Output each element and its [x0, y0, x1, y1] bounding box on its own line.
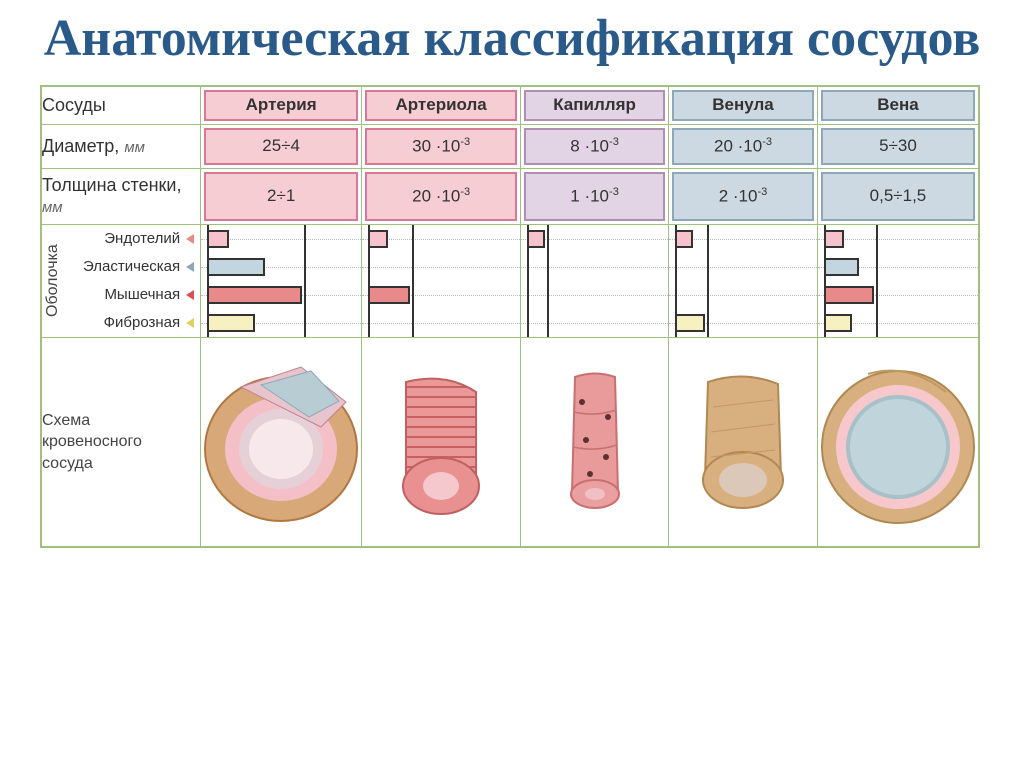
row-header-vessels: Сосуды: [41, 86, 201, 124]
triangle-icon: [186, 318, 194, 328]
val: 30 ·10-3: [412, 136, 470, 157]
artery-icon: [201, 357, 361, 527]
venule-icon: [683, 362, 803, 522]
bars-2: [521, 224, 669, 337]
vessel-arteriole: [362, 337, 521, 547]
unit: мм: [42, 199, 63, 216]
bar-2: [824, 286, 874, 304]
membrane-label: Оболочка: [42, 225, 70, 337]
layers-row: Оболочка Эндотелий Эластическая Мышечная…: [41, 224, 979, 337]
capillary-icon: [550, 362, 640, 522]
col-header-0: Артерия: [201, 86, 362, 124]
header-row: Сосуды Артерия Артериола Капилляр Венула…: [41, 86, 979, 124]
val: 2 ·10-3: [719, 186, 768, 207]
vessel-venule: [669, 337, 818, 547]
label: Диаметр,: [42, 136, 119, 156]
arteriole-icon: [376, 362, 506, 522]
val: 25÷4: [262, 136, 300, 156]
layer-name-1: Эластическая: [70, 253, 200, 281]
vein-icon: [818, 352, 978, 532]
thickness-4: 0,5÷1,5: [817, 168, 979, 224]
diameter-row: Диаметр, мм 25÷4 30 ·10-3 8 ·10-3 20 ·10…: [41, 124, 979, 168]
bar-0: [368, 230, 388, 248]
bar-1: [207, 258, 265, 276]
bar-2: [207, 286, 302, 304]
label: Толщина стенки,: [42, 175, 181, 195]
diameter-2: 8 ·10-3: [521, 124, 669, 168]
col-label: Вена: [821, 90, 975, 121]
row-header-diameter: Диаметр, мм: [41, 124, 201, 168]
diameter-4: 5÷30: [817, 124, 979, 168]
layer-name-0: Эндотелий: [70, 225, 200, 253]
col-label: Артериола: [365, 90, 517, 121]
col-header-4: Вена: [817, 86, 979, 124]
col-label: Капилляр: [524, 90, 665, 121]
val: 1 ·10-3: [570, 186, 619, 207]
classification-table: Сосуды Артерия Артериола Капилляр Венула…: [40, 85, 980, 548]
thickness-0: 2÷1: [201, 168, 362, 224]
bar-0: [824, 230, 844, 248]
col-label: Артерия: [204, 90, 358, 121]
layer-name-2: Мышечная: [70, 281, 200, 309]
vessel-vein: [817, 337, 979, 547]
thickness-row: Толщина стенки, мм 2÷1 20 ·10-3 1 ·10-3 …: [41, 168, 979, 224]
val: 8 ·10-3: [570, 136, 619, 157]
bar-0: [527, 230, 545, 248]
thickness-3: 2 ·10-3: [669, 168, 818, 224]
vessel-capillary: [521, 337, 669, 547]
bar-0: [675, 230, 693, 248]
bar-3: [824, 314, 852, 332]
val: 5÷30: [879, 136, 917, 156]
unit: мм: [124, 139, 145, 156]
thickness-2: 1 ·10-3: [521, 168, 669, 224]
label: Сосуды: [42, 95, 106, 115]
row-header-layers: Оболочка Эндотелий Эластическая Мышечная…: [41, 224, 201, 337]
bar-1: [824, 258, 859, 276]
bars-3: [669, 224, 818, 337]
bars-1: [362, 224, 521, 337]
row-header-thickness: Толщина стенки, мм: [41, 168, 201, 224]
bar-2: [368, 286, 410, 304]
val: 0,5÷1,5: [870, 186, 927, 206]
diameter-1: 30 ·10-3: [362, 124, 521, 168]
page-title: Анатомическая классификация сосудов: [0, 10, 1024, 67]
col-header-2: Капилляр: [521, 86, 669, 124]
triangle-icon: [186, 234, 194, 244]
row-header-scheme: Схемакровеносногососуда: [41, 337, 201, 547]
triangle-icon: [186, 262, 194, 272]
val: 20 ·10-3: [412, 186, 470, 207]
t: Эластическая: [83, 258, 180, 275]
bars-4: [817, 224, 979, 337]
t: Фиброзная: [104, 314, 181, 331]
triangle-icon: [186, 290, 194, 300]
col-label: Венула: [672, 90, 814, 121]
bars-0: [201, 224, 362, 337]
bar-3: [675, 314, 705, 332]
bar-0: [207, 230, 229, 248]
vessel-diagram-row: Схемакровеносногососуда: [41, 337, 979, 547]
val: 2÷1: [267, 186, 295, 206]
label: Схемакровеносногососуда: [42, 412, 142, 472]
thickness-1: 20 ·10-3: [362, 168, 521, 224]
val: 20 ·10-3: [714, 136, 772, 157]
diameter-0: 25÷4: [201, 124, 362, 168]
col-header-3: Венула: [669, 86, 818, 124]
layer-name-3: Фиброзная: [70, 309, 200, 337]
t: Мышечная: [104, 286, 180, 303]
t: Эндотелий: [104, 230, 180, 247]
bar-3: [207, 314, 255, 332]
vessel-artery: [201, 337, 362, 547]
diameter-3: 20 ·10-3: [669, 124, 818, 168]
col-header-1: Артериола: [362, 86, 521, 124]
